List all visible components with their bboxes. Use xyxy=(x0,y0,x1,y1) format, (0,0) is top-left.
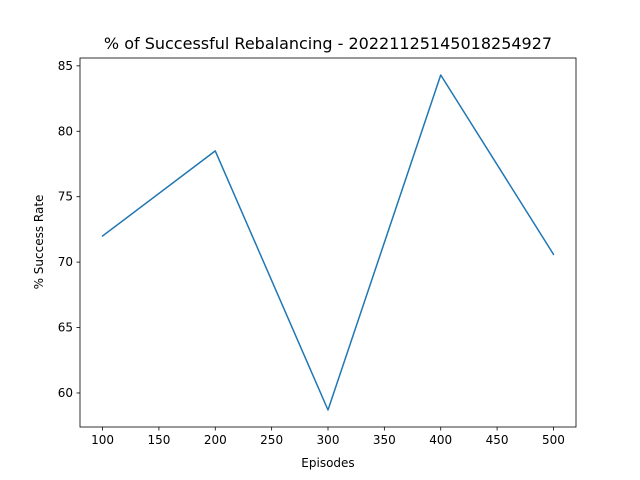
x-axis-label: Episodes xyxy=(301,456,354,470)
x-tick-label: 100 xyxy=(91,433,114,447)
axes-frame xyxy=(79,57,577,428)
x-tick-label: 150 xyxy=(147,433,170,447)
x-tick-label: 450 xyxy=(486,433,509,447)
x-tick-label: 400 xyxy=(429,433,452,447)
plot-area: 100 150 200 250 300 350 400 450 500 60 65 70 75 80 85 xyxy=(58,57,577,447)
y-tick-label: 65 xyxy=(58,321,73,335)
y-axis-label: % Success Rate xyxy=(32,195,46,290)
y-tick-label: 60 xyxy=(58,386,73,400)
x-tick-label: 250 xyxy=(260,433,283,447)
series-line-1 xyxy=(101,74,555,411)
x-tick-label: 500 xyxy=(542,433,565,447)
chart-title: % of Successful Rebalancing - 2022112514… xyxy=(104,34,552,53)
y-tick-label: 70 xyxy=(58,255,73,269)
x-tick-label: 200 xyxy=(204,433,227,447)
x-tick-label: 300 xyxy=(317,433,340,447)
y-tick-label: 85 xyxy=(58,59,73,73)
y-tick-label: 80 xyxy=(58,124,73,138)
y-tick-label: 75 xyxy=(58,190,73,204)
x-tick-label: 350 xyxy=(373,433,396,447)
